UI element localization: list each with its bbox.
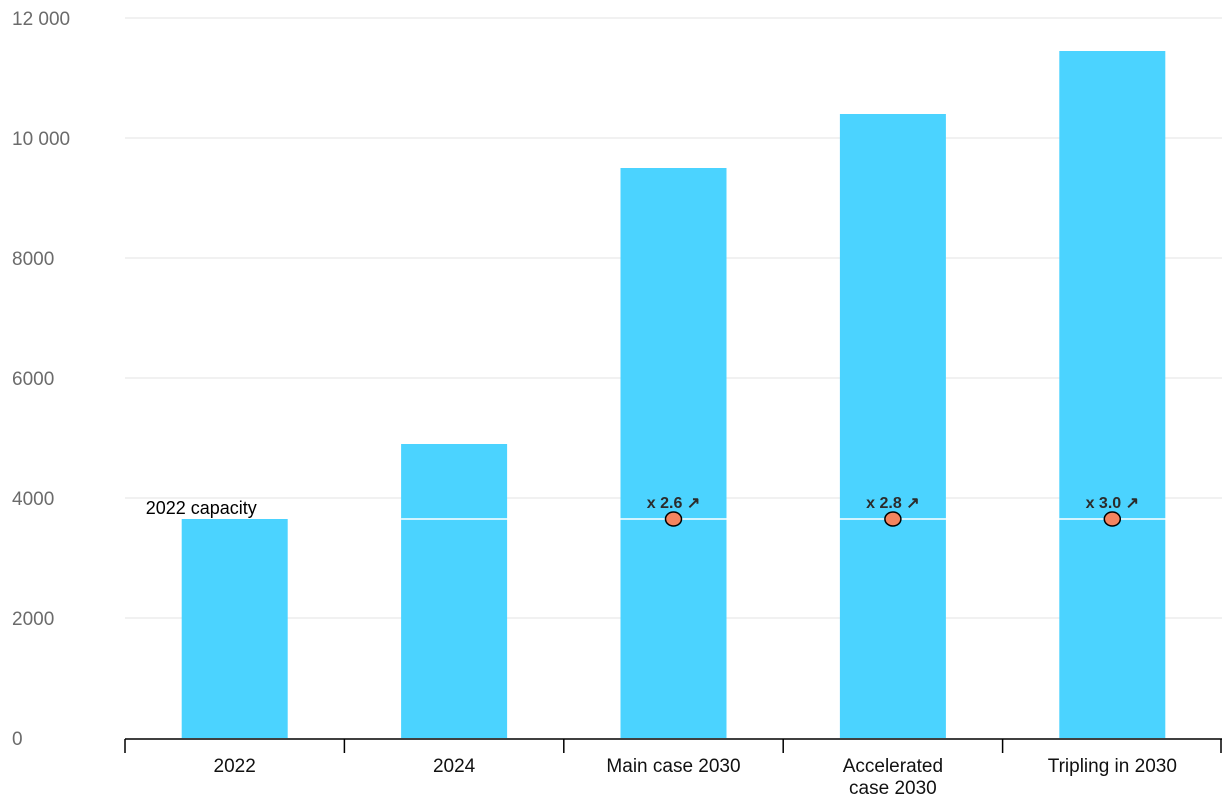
bars (181, 51, 1166, 738)
x-tick-label: 2022 (214, 756, 256, 777)
growth-multiplier-label: x 3.0 ↗ (1086, 495, 1139, 512)
growth-marker (1103, 511, 1122, 527)
reference-label: 2022 capacity (146, 498, 257, 518)
x-axis (124, 738, 1222, 753)
bar (620, 168, 727, 738)
x-tick-label: Main case 2030 (606, 756, 740, 777)
y-tick-label: 2000 (12, 609, 54, 630)
y-tick-label: 12 000 (12, 9, 70, 30)
y-tick-label: 6000 (12, 369, 54, 390)
growth-marker (664, 511, 683, 527)
growth-multiplier-label: x 2.6 ↗ (647, 495, 700, 512)
x-tick-label: Accelerated case 2030 (843, 756, 943, 799)
growth-marker (884, 511, 902, 527)
bar (181, 519, 288, 738)
y-tick-label: 10 000 (12, 129, 70, 150)
y-tick-label: 4000 (12, 489, 54, 510)
x-tick-label: 2024 (433, 756, 476, 777)
y-tick-label: 0 (12, 729, 23, 750)
bar (839, 114, 946, 738)
x-tick-label: Tripling in 2030 (1048, 756, 1177, 777)
annotations: 2022 capacity x 2.6 ↗ x 2.8 ↗ x 3.0 ↗ (146, 495, 1139, 527)
x-axis-labels: 2022 2024 Main case 2030 Accelerated case 20… (214, 756, 1177, 799)
bar (1059, 51, 1166, 738)
y-axis-labels: 0 2000 4000 6000 8000 10 000 12 000 (12, 9, 70, 750)
growth-multiplier-label: x 2.8 ↗ (866, 495, 919, 512)
bar (401, 444, 508, 738)
y-tick-label: 8000 (12, 249, 54, 270)
